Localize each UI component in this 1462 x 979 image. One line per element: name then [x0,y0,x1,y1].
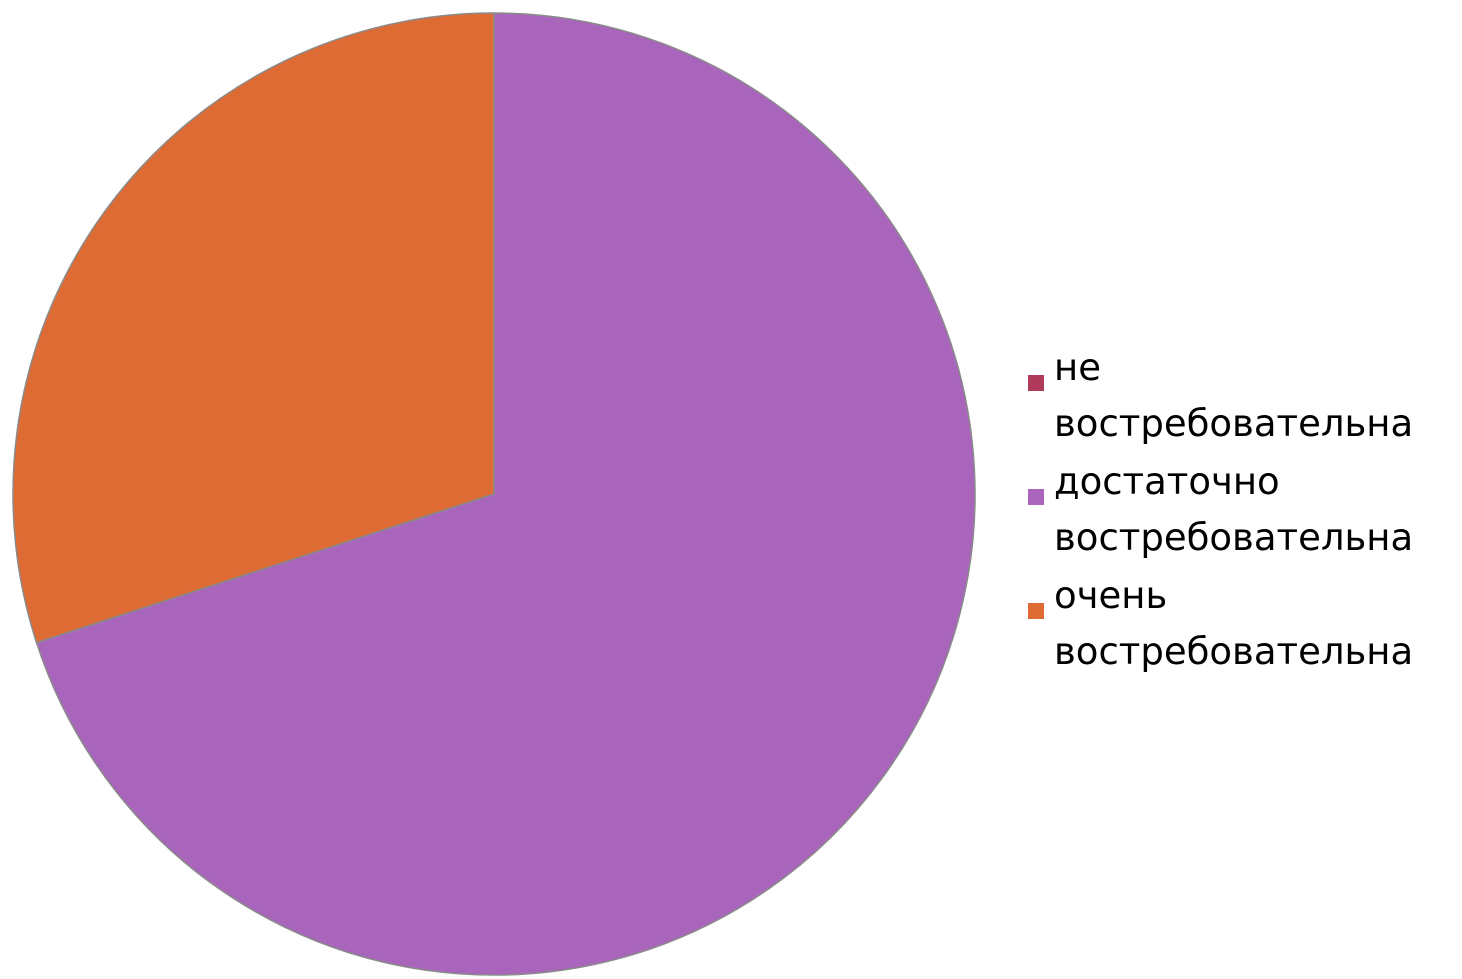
legend-label-not-in-demand: не востребовательна [1054,346,1414,445]
legend-label-sufficiently-in-demand: достаточно востребовательна [1054,460,1414,559]
pie-slice-sufficiently-in-demand [35,12,976,976]
legend-item-sufficiently-in-demand: достаточно востребовательна [1028,454,1458,566]
legend-swatch-sufficiently-in-demand [1028,489,1044,505]
legend-swatch-not-in-demand [1028,375,1044,391]
legend-swatch-very-in-demand [1028,603,1044,619]
legend-item-not-in-demand: не востребовательна [1028,340,1458,452]
pie-chart-plot [12,12,976,976]
legend-item-very-in-demand: очень востребовательна [1028,568,1458,680]
legend-label-very-in-demand: очень востребовательна [1054,574,1414,673]
pie-slice-very-in-demand [12,12,495,644]
chart-legend: не востребовательна достаточно востребов… [1028,340,1458,682]
